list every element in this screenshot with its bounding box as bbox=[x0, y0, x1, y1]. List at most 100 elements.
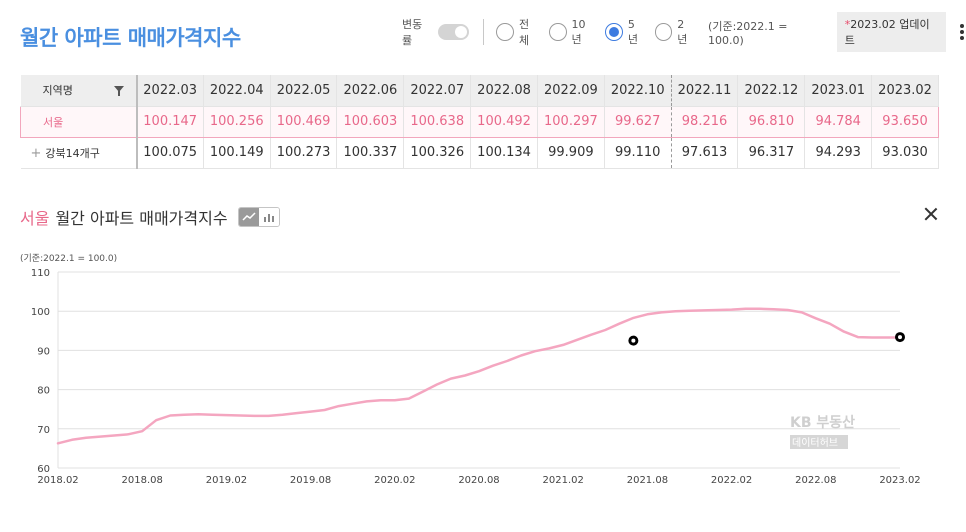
expand-plus-icon[interactable]: + bbox=[30, 145, 42, 161]
value-cell: 99.110 bbox=[604, 137, 672, 169]
y-tick-label: 90 bbox=[37, 346, 50, 357]
more-options-icon[interactable] bbox=[958, 21, 966, 43]
month-header: 2022.09 bbox=[537, 75, 605, 107]
x-tick-label: 2018.08 bbox=[122, 475, 163, 486]
line-chart-icon[interactable] bbox=[238, 208, 259, 226]
value-cell: 100.256 bbox=[203, 105, 271, 138]
update-star: * bbox=[844, 18, 851, 31]
watermark-line1: KB 부동산 bbox=[790, 414, 855, 431]
value-cell: 100.297 bbox=[537, 105, 605, 138]
update-badge: *2023.02 업데이트 bbox=[836, 12, 947, 52]
range-5y-label: 5년 bbox=[627, 17, 638, 46]
month-header: 2022.10 bbox=[604, 75, 672, 107]
update-label: 2023.02 업데이트 bbox=[844, 18, 930, 47]
region-header-label: 지역명 bbox=[42, 84, 73, 98]
month-header: 2022.07 bbox=[403, 75, 472, 107]
value-cell: 100.149 bbox=[203, 137, 271, 169]
range-all-radio[interactable]: 전체 bbox=[496, 16, 539, 48]
x-tick-label: 2022.02 bbox=[711, 475, 752, 486]
value-cell: 100.638 bbox=[403, 105, 472, 138]
y-tick-label: 70 bbox=[37, 425, 50, 436]
month-header: 2022.08 bbox=[470, 75, 538, 107]
month-header: 2023.01 bbox=[804, 75, 873, 107]
value-cell: 93.030 bbox=[871, 137, 939, 169]
close-icon[interactable] bbox=[922, 205, 940, 223]
region-header: 지역명 bbox=[20, 75, 138, 107]
month-header: 2022.11 bbox=[671, 75, 739, 107]
chart-title-text: 월간 아파트 매매가격지수 bbox=[55, 209, 228, 228]
series bbox=[56, 307, 902, 445]
range-5y-radio[interactable]: 5년 bbox=[605, 18, 644, 47]
bar-chart-icon[interactable] bbox=[258, 208, 279, 226]
month-header: 2023.02 bbox=[871, 75, 939, 107]
range-10y-label: 10년 bbox=[571, 17, 586, 46]
data-point-marker[interactable] bbox=[628, 335, 639, 346]
radio-icon bbox=[496, 23, 514, 41]
change-rate-toggle[interactable] bbox=[437, 24, 470, 40]
watermark-box bbox=[790, 435, 848, 449]
month-header: 2022.04 bbox=[203, 75, 271, 107]
value-cell: 94.293 bbox=[804, 137, 873, 169]
value-cell: 100.337 bbox=[336, 137, 405, 169]
value-cell: 100.492 bbox=[470, 105, 538, 138]
y-tick-label: 110 bbox=[31, 268, 50, 279]
price-index-table: 지역명 2022.03 2022.04 2022.05 2022.06 2022… bbox=[20, 75, 939, 169]
range-10y-radio[interactable]: 10년 bbox=[548, 17, 595, 47]
data-point-marker[interactable] bbox=[895, 332, 905, 343]
controls-bar: 변동률 전체 10년 5년 2년 (기준:2022.1 = 100.0) *20… bbox=[402, 12, 966, 52]
value-cell: 100.326 bbox=[403, 137, 472, 169]
value-cell: 96.317 bbox=[737, 137, 806, 169]
month-header: 2022.03 bbox=[136, 75, 204, 107]
y-tick-label: 100 bbox=[31, 307, 50, 318]
table-row-gangbuk[interactable]: + 강북14개구 100.075 100.149 100.273 100.337 … bbox=[20, 137, 939, 169]
radio-icon bbox=[654, 23, 673, 41]
change-rate-label: 변동률 bbox=[402, 18, 423, 47]
value-cell: 99.909 bbox=[537, 137, 605, 169]
range-2y-label: 2년 bbox=[677, 17, 688, 46]
region-cell[interactable]: 서울 bbox=[20, 105, 138, 138]
value-cell: 100.273 bbox=[270, 137, 338, 169]
chart-basis-note: (기준:2022.1 = 100.0) bbox=[20, 254, 118, 264]
grid bbox=[57, 271, 900, 469]
x-tick-label: 2020.02 bbox=[374, 475, 415, 486]
watermark: KB 부동산 데이터허브 bbox=[790, 414, 855, 449]
value-cell: 100.603 bbox=[336, 105, 405, 138]
value-cell: 100.075 bbox=[136, 137, 204, 169]
watermark-line2: 데이터허브 bbox=[792, 437, 838, 449]
value-cell: 100.469 bbox=[270, 105, 338, 138]
range-all-label: 전체 bbox=[518, 18, 530, 47]
value-cell: 99.627 bbox=[604, 105, 672, 138]
line-chart: 60 70 80 90 100 110 2018.02 2018.08 2019.02 2019… bbox=[31, 268, 921, 486]
value-cell: 96.810 bbox=[737, 105, 806, 138]
view-toggle bbox=[237, 207, 280, 227]
chart-city: 서울 bbox=[20, 209, 50, 228]
toggle-knob bbox=[455, 26, 468, 38]
radio-checked-icon bbox=[605, 23, 623, 41]
value-cell: 100.147 bbox=[136, 105, 204, 138]
x-tick-label: 2018.02 bbox=[37, 475, 78, 486]
region-cell[interactable]: + 강북14개구 bbox=[20, 137, 138, 169]
x-tick-label: 2019.02 bbox=[206, 475, 247, 486]
series-line bbox=[56, 307, 902, 445]
value-cell: 93.650 bbox=[871, 105, 939, 138]
value-cell: 97.613 bbox=[671, 137, 739, 169]
x-tick-label: 2022.08 bbox=[795, 475, 836, 486]
month-header: 2022.05 bbox=[270, 75, 338, 107]
range-2y-radio[interactable]: 2년 bbox=[654, 17, 694, 47]
value-cell: 94.784 bbox=[804, 105, 873, 138]
region-name: 강북14개구 bbox=[45, 146, 100, 160]
filter-icon[interactable] bbox=[113, 86, 124, 96]
month-header: 2022.06 bbox=[336, 75, 405, 107]
markers bbox=[628, 332, 905, 346]
radio-icon bbox=[548, 23, 567, 41]
y-tick-label: 80 bbox=[37, 386, 50, 397]
divider bbox=[483, 19, 485, 45]
value-cell: 98.216 bbox=[671, 105, 739, 138]
value-cell: 100.134 bbox=[470, 137, 538, 169]
table-header-row: 지역명 2022.03 2022.04 2022.05 2022.06 2022… bbox=[20, 75, 939, 107]
y-axis: 60 70 80 90 100 110 bbox=[31, 268, 50, 475]
table-row-seoul[interactable]: 서울 100.147 100.256 100.469 100.603 100.6… bbox=[20, 105, 939, 138]
x-tick-label: 2020.08 bbox=[458, 475, 499, 486]
y-tick-label: 60 bbox=[37, 464, 50, 475]
basis-label: (기준:2022.1 = 100.0) bbox=[708, 19, 788, 47]
